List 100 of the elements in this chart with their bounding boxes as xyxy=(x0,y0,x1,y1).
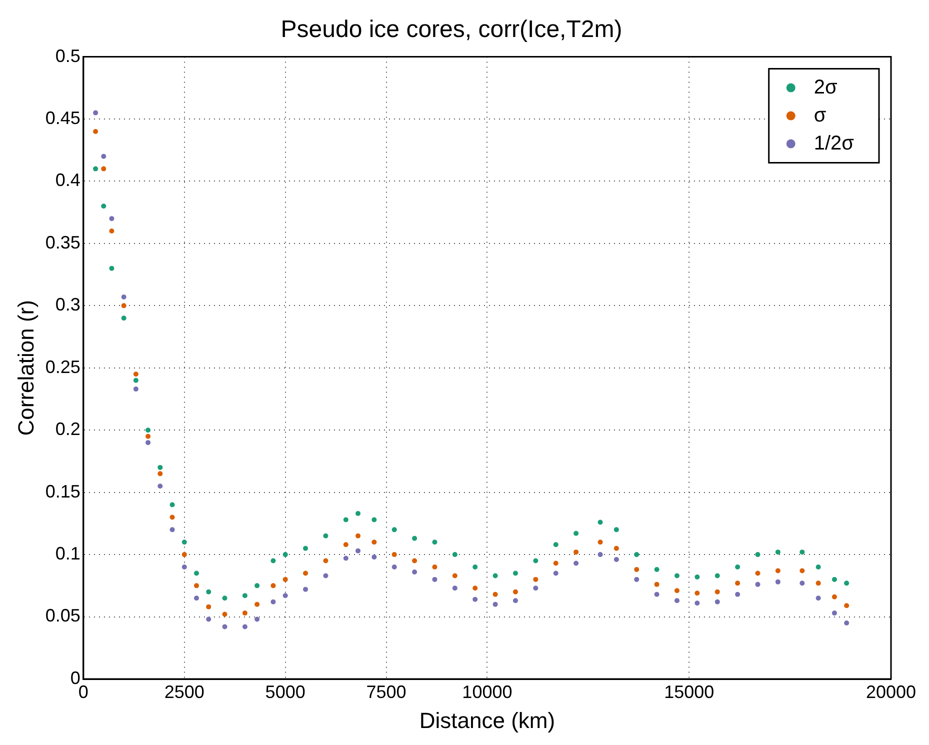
point xyxy=(472,564,478,570)
point xyxy=(270,583,276,588)
point xyxy=(170,502,175,508)
point xyxy=(634,566,640,572)
point xyxy=(714,589,720,594)
point xyxy=(194,583,199,588)
point xyxy=(832,594,837,600)
point xyxy=(392,564,397,570)
point xyxy=(755,552,760,558)
point xyxy=(694,574,700,580)
point xyxy=(146,428,151,433)
x-tick-label: 7500 xyxy=(366,682,406,702)
point xyxy=(158,484,163,489)
point xyxy=(714,573,720,578)
x-tick-label: 15000 xyxy=(664,682,714,702)
y-tick-label: 0.2 xyxy=(55,419,80,440)
point xyxy=(270,599,276,604)
point xyxy=(654,582,660,587)
point xyxy=(553,560,558,566)
point xyxy=(452,552,458,558)
x-axis-title: Distance (km) xyxy=(419,708,556,733)
legend-label: 1/2σ xyxy=(814,132,855,154)
point xyxy=(816,564,821,570)
point xyxy=(800,568,805,574)
point xyxy=(412,569,418,574)
point xyxy=(844,580,850,586)
point xyxy=(101,154,106,159)
point xyxy=(133,378,138,383)
point xyxy=(133,386,138,392)
point xyxy=(158,464,163,470)
point xyxy=(553,570,558,576)
x-tick-label: 5000 xyxy=(265,682,306,702)
point xyxy=(432,564,438,570)
point xyxy=(533,576,538,582)
point xyxy=(194,570,199,576)
point xyxy=(654,592,660,597)
point xyxy=(93,166,98,172)
point xyxy=(206,589,212,594)
point xyxy=(452,586,458,591)
point xyxy=(109,216,114,222)
point xyxy=(598,540,603,545)
point xyxy=(412,536,418,541)
point xyxy=(755,570,760,576)
point xyxy=(472,596,478,602)
point xyxy=(372,540,377,545)
point xyxy=(775,550,780,555)
point xyxy=(282,552,288,558)
point xyxy=(146,434,151,439)
y-tick-label: 0.35 xyxy=(45,232,80,252)
point xyxy=(614,527,619,532)
point xyxy=(254,616,260,622)
point xyxy=(303,570,308,576)
point xyxy=(133,372,138,377)
point xyxy=(735,580,740,586)
point xyxy=(694,590,700,596)
point xyxy=(432,576,438,582)
point xyxy=(158,471,163,476)
point xyxy=(222,612,228,617)
point xyxy=(282,576,288,582)
point xyxy=(392,552,397,558)
point xyxy=(512,570,518,576)
point xyxy=(356,533,361,538)
point xyxy=(121,316,126,321)
point xyxy=(735,592,740,597)
point xyxy=(800,550,805,555)
point xyxy=(206,616,212,622)
point xyxy=(694,600,700,606)
y-tick-label: 0.5 xyxy=(55,46,80,66)
point xyxy=(323,573,328,578)
point xyxy=(323,558,328,564)
point xyxy=(242,624,248,630)
point xyxy=(182,552,187,558)
point xyxy=(674,573,680,578)
point xyxy=(816,580,821,586)
point xyxy=(303,586,308,592)
y-tick-label: 0.25 xyxy=(45,356,80,377)
y-tick-label: 0.05 xyxy=(45,606,80,626)
y-tick-label: 0.4 xyxy=(55,170,80,190)
point xyxy=(452,573,458,578)
point xyxy=(222,624,228,630)
point xyxy=(101,166,106,172)
point xyxy=(512,598,518,604)
point xyxy=(146,440,151,446)
point xyxy=(574,530,579,536)
point xyxy=(392,527,397,532)
point xyxy=(775,568,780,574)
point xyxy=(492,592,498,597)
point xyxy=(816,596,821,601)
point xyxy=(356,548,361,554)
point xyxy=(714,599,720,604)
point xyxy=(800,580,805,586)
point xyxy=(356,510,361,516)
legend-label: 2σ xyxy=(814,76,838,98)
point xyxy=(242,593,248,598)
point xyxy=(182,564,187,570)
point xyxy=(533,586,538,591)
y-axis-title: Correlation (r) xyxy=(13,300,38,436)
point xyxy=(282,593,288,598)
point xyxy=(832,576,837,582)
point xyxy=(343,556,348,561)
